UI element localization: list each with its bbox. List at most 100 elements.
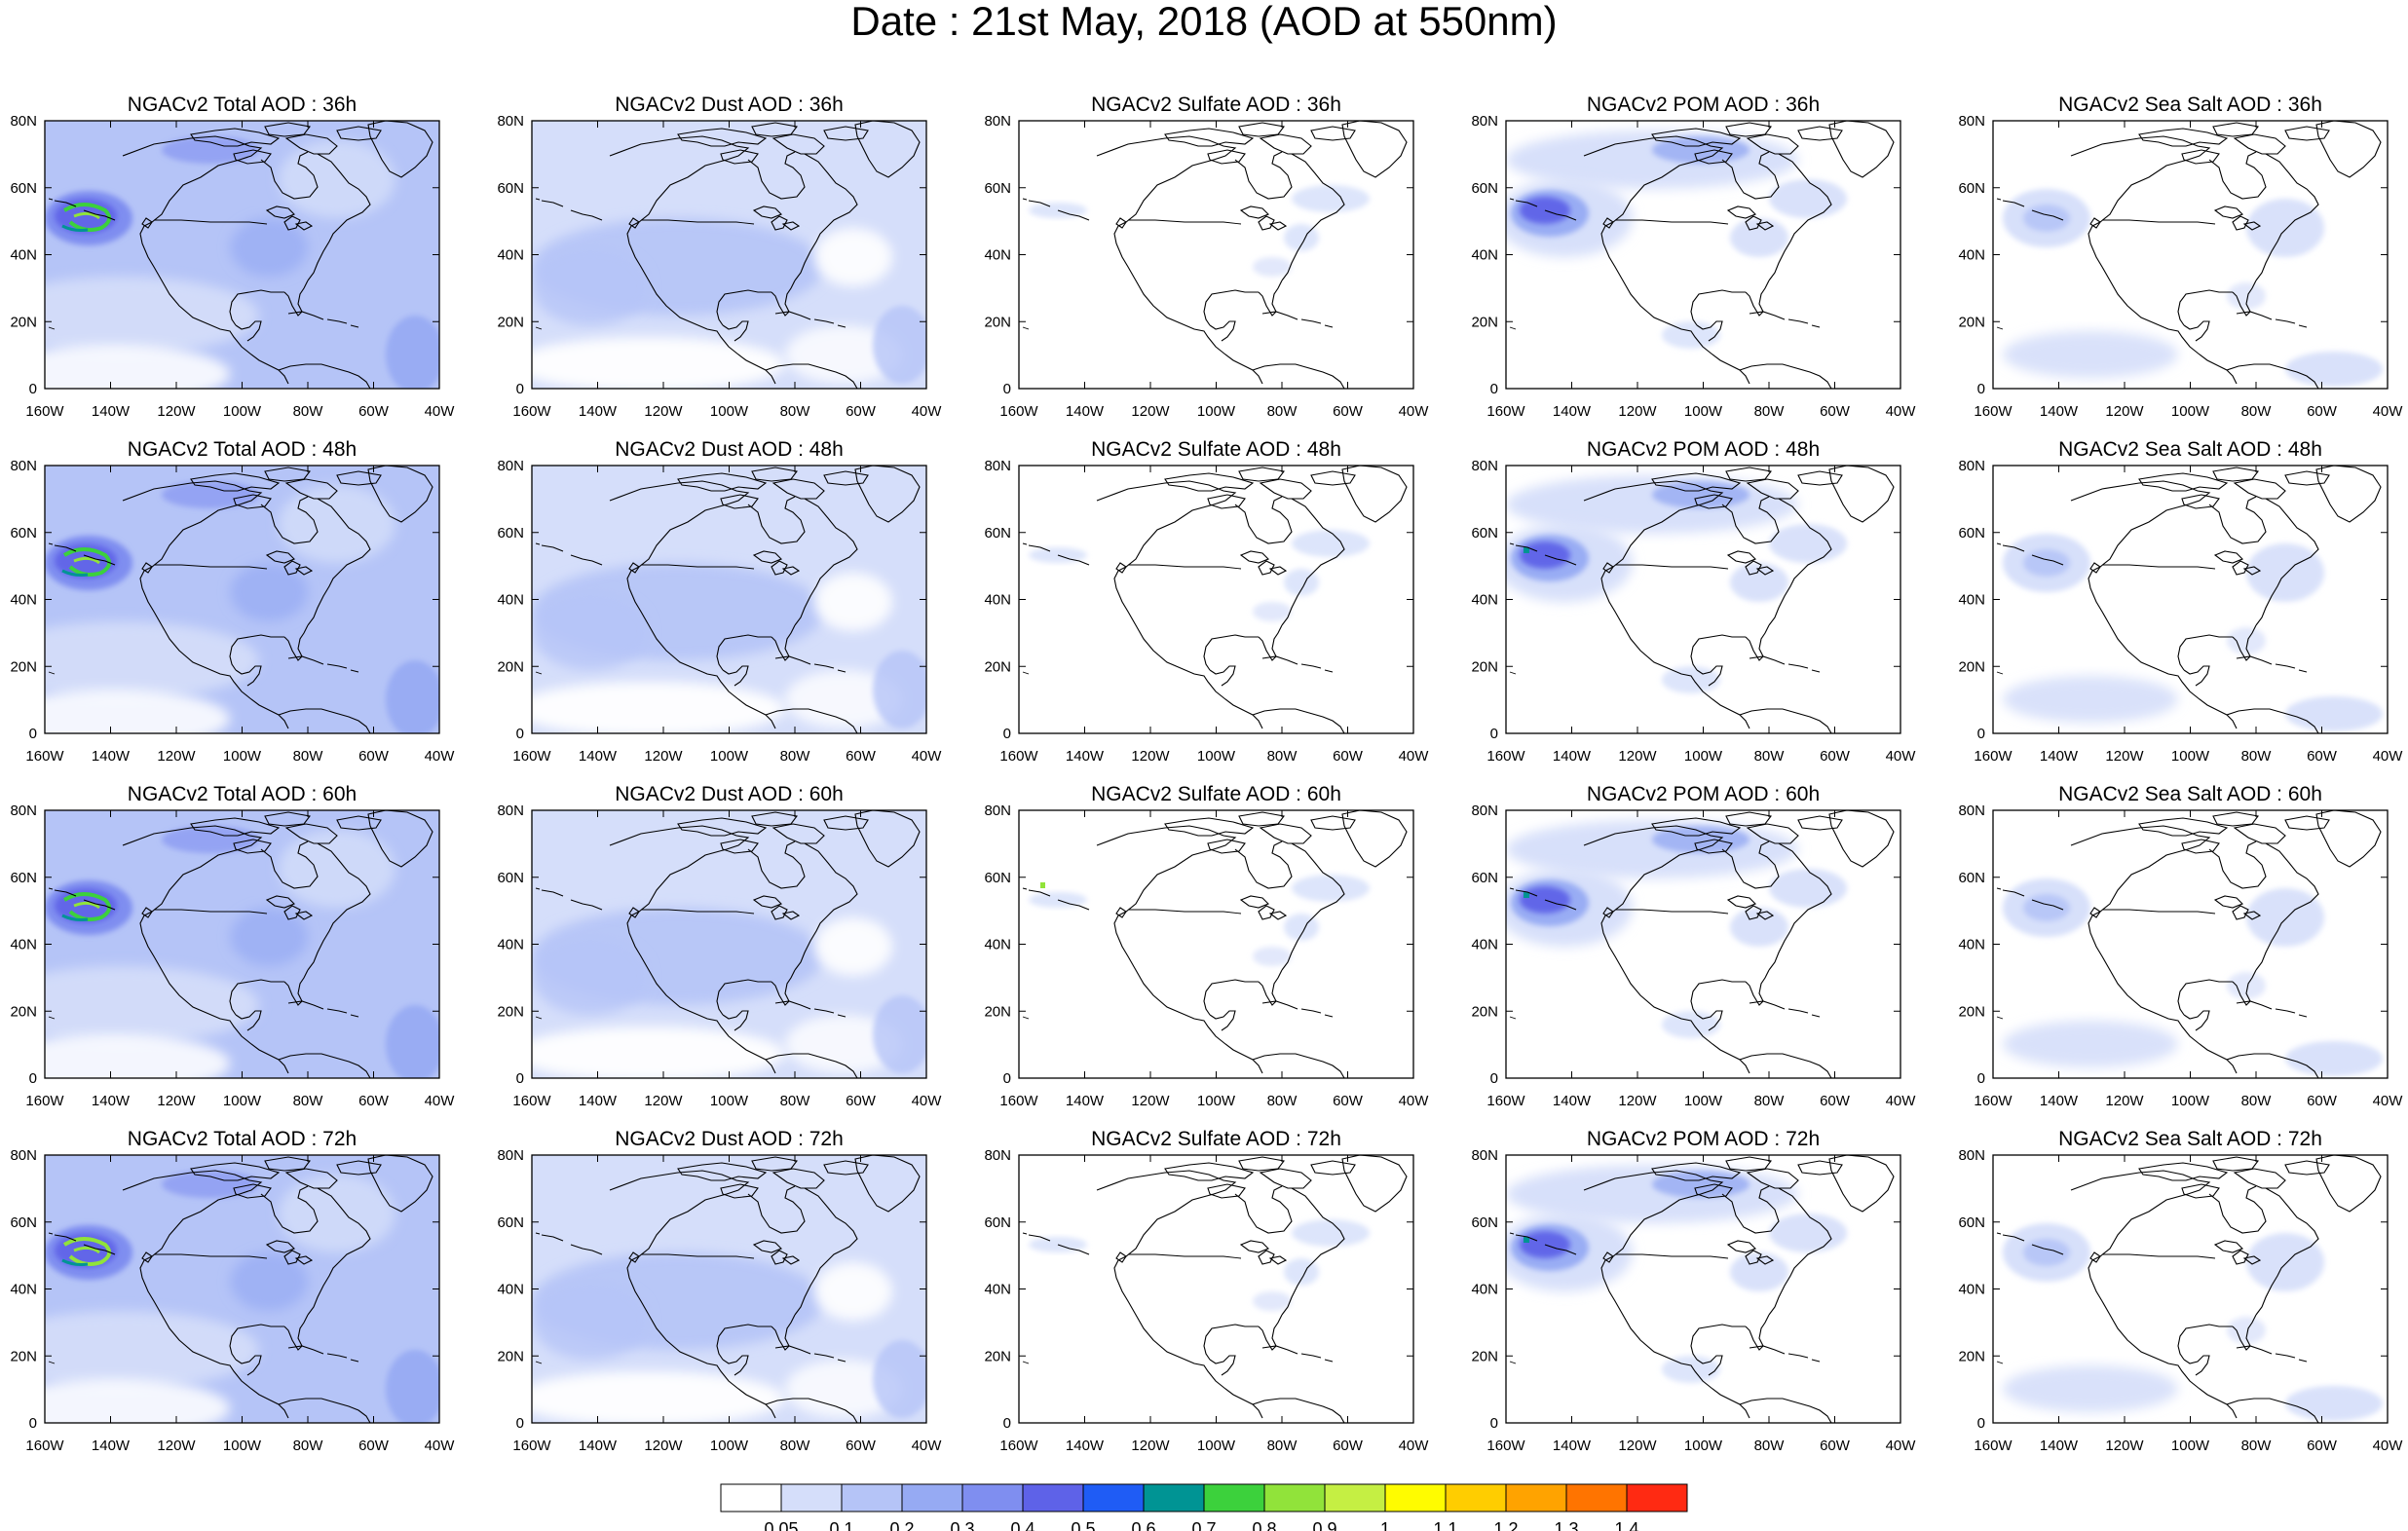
x-tick-label: 120W [157, 403, 196, 420]
y-tick-label: 60N [1471, 870, 1498, 886]
x-tick-label: 80W [2241, 748, 2273, 765]
x-tick-label: 100W [2171, 1093, 2210, 1109]
panel-title: NGACv2 Total AOD : 72h [128, 1128, 357, 1150]
y-tick-label: 20N [984, 1348, 1011, 1364]
x-tick-label: 140W [1553, 403, 1592, 420]
x-tick-label: 140W [1066, 1438, 1105, 1454]
y-tick-label: 80N [1471, 803, 1498, 819]
x-tick-label: 80W [1754, 403, 1786, 420]
y-tick-label: 20N [1471, 314, 1498, 330]
panel-title: NGACv2 Sulfate AOD : 60h [1091, 783, 1341, 805]
x-tick-label: 100W [1197, 748, 1236, 765]
x-tick-label: 140W [1553, 1093, 1592, 1109]
panel-title: NGACv2 Dust AOD : 72h [615, 1128, 844, 1150]
y-tick-label: 80N [497, 803, 524, 819]
x-tick-label: 60W [846, 403, 877, 420]
y-tick-label: 60N [497, 525, 524, 541]
panel-title: NGACv2 Dust AOD : 48h [615, 438, 844, 461]
panel-title: NGACv2 Sea Salt AOD : 48h [2058, 438, 2322, 461]
y-tick-label: 0 [1977, 726, 1985, 742]
y-tick-label: 40N [1958, 1282, 1985, 1298]
y-tick-label: 80N [1471, 458, 1498, 474]
y-tick-label: 60N [1471, 1214, 1498, 1231]
x-tick-label: 40W [1886, 1093, 1917, 1109]
y-tick-label: 40N [497, 1282, 524, 1298]
map-panel-dust-0: NGACv2 Dust AOD : 36h 160W 140W 120W 100W 80W… [497, 93, 942, 420]
y-tick-label: 60N [1471, 525, 1498, 541]
panel-title: NGACv2 Sea Salt AOD : 72h [2058, 1128, 2322, 1150]
x-tick-label: 120W [1131, 748, 1170, 765]
colorbar-swatch [901, 1483, 963, 1512]
x-tick-label: 100W [710, 403, 749, 420]
x-tick-label: 120W [157, 1093, 196, 1109]
colorbar-label: 0.8 [1252, 1519, 1276, 1531]
y-tick-label: 60N [984, 1214, 1011, 1231]
y-tick-label: 80N [1471, 1147, 1498, 1164]
colorbar-swatch [1445, 1483, 1507, 1512]
y-tick-label: 20N [497, 658, 524, 675]
aod-field [1993, 1155, 2388, 1423]
y-tick-label: 20N [1958, 314, 1985, 330]
x-tick-label: 100W [1197, 1438, 1236, 1454]
panel-title: NGACv2 Total AOD : 60h [128, 783, 357, 805]
x-tick-label: 80W [780, 1438, 811, 1454]
aod-field [1506, 466, 1900, 733]
y-tick-label: 0 [1003, 726, 1011, 742]
aod-field [1019, 466, 1413, 733]
y-tick-label: 40N [1958, 247, 1985, 264]
x-tick-label: 40W [425, 1093, 456, 1109]
x-tick-label: 80W [2241, 1093, 2273, 1109]
y-tick-label: 40N [497, 937, 524, 953]
x-tick-label: 140W [1066, 403, 1105, 420]
x-tick-label: 40W [425, 403, 456, 420]
aod-field [1993, 466, 2388, 733]
y-tick-label: 60N [497, 1214, 524, 1231]
aod-field [532, 121, 926, 389]
y-tick-label: 40N [984, 1282, 1011, 1298]
x-tick-label: 160W [1974, 1438, 2013, 1454]
y-tick-label: 80N [1958, 1147, 1985, 1164]
x-tick-label: 60W [2307, 748, 2338, 765]
x-tick-label: 40W [1399, 403, 1430, 420]
y-tick-label: 80N [1958, 458, 1985, 474]
x-tick-label: 60W [846, 1093, 877, 1109]
y-tick-label: 40N [1471, 937, 1498, 953]
x-tick-label: 60W [1820, 403, 1851, 420]
y-tick-label: 60N [984, 525, 1011, 541]
colorbar-label: 0.5 [1071, 1519, 1095, 1531]
map-panel-sulfate-0: NGACv2 Sulfate AOD : 36h 160W 140W 120W 100W… [984, 93, 1429, 420]
colorbar-swatch [1143, 1483, 1205, 1512]
x-tick-label: 120W [1131, 403, 1170, 420]
colorbar-label: 0.9 [1312, 1519, 1336, 1531]
x-tick-label: 100W [1684, 403, 1723, 420]
x-tick-label: 160W [999, 748, 1038, 765]
x-tick-label: 100W [223, 1093, 262, 1109]
y-tick-label: 0 [1977, 381, 1985, 397]
y-tick-label: 20N [1958, 1348, 1985, 1364]
y-tick-label: 0 [29, 1070, 37, 1087]
colorbar-swatch [1263, 1483, 1326, 1512]
x-tick-label: 160W [512, 403, 551, 420]
x-tick-label: 40W [912, 748, 943, 765]
aod-field [532, 810, 926, 1078]
x-tick-label: 160W [1974, 403, 2013, 420]
colorbar-swatch [1082, 1483, 1145, 1512]
colorbar-swatch [1203, 1483, 1265, 1512]
y-tick-label: 60N [984, 870, 1011, 886]
y-tick-label: 0 [1490, 1415, 1498, 1432]
x-tick-label: 120W [2105, 1093, 2144, 1109]
map-panel-sulfate-3: NGACv2 Sulfate AOD : 72h 160W 140W 120W 100W… [984, 1128, 1429, 1454]
colorbar-swatch [1022, 1483, 1084, 1512]
y-tick-label: 0 [1490, 381, 1498, 397]
x-tick-label: 60W [1820, 1093, 1851, 1109]
x-tick-label: 40W [912, 1438, 943, 1454]
y-tick-label: 20N [1471, 1003, 1498, 1020]
map-panel-total-2: NGACv2 Total AOD : 60h 160W 140W 120W 100W 80… [10, 783, 456, 1109]
panel-title: NGACv2 Sulfate AOD : 72h [1091, 1128, 1341, 1150]
x-tick-label: 60W [1333, 1438, 1364, 1454]
x-tick-label: 100W [1684, 1093, 1723, 1109]
x-tick-label: 160W [25, 1438, 64, 1454]
y-tick-label: 40N [10, 592, 37, 609]
x-tick-label: 140W [92, 403, 131, 420]
x-tick-label: 60W [358, 403, 390, 420]
